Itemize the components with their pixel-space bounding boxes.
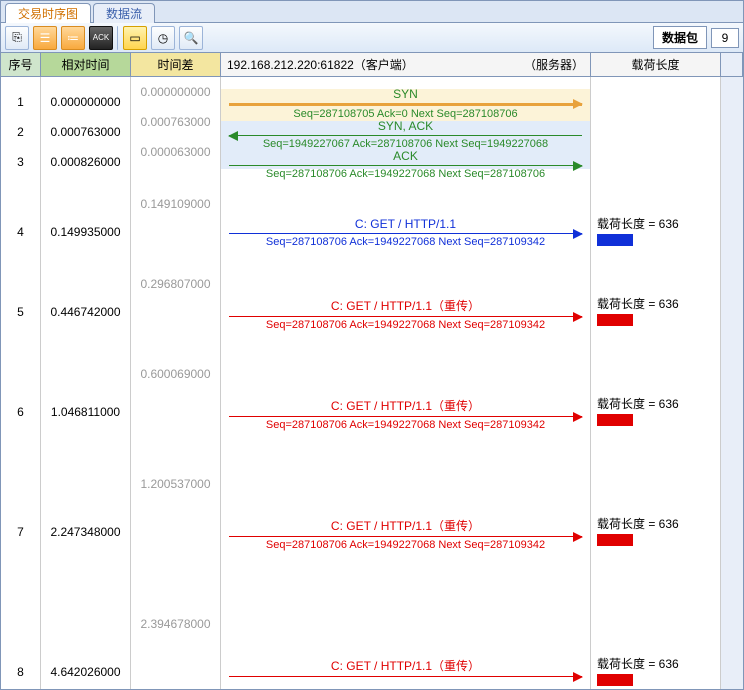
header-client-ip: 192.168.212.220:61822 — [227, 58, 354, 72]
toolbar-btn-5[interactable]: ▭ — [123, 26, 147, 50]
header-scroll — [721, 53, 743, 76]
reltime-cell: 0.000000000 — [41, 95, 130, 109]
diff-cell: 0.000063000 — [131, 145, 220, 159]
flow-arrow[interactable]: ACK Seq=287108706 Ack=1949227068 Next Seq… — [229, 149, 582, 180]
diff-cell: 1.200537000 — [131, 477, 220, 491]
arrow-line — [229, 233, 582, 234]
toolbar-btn-clock[interactable]: ◷ — [151, 26, 175, 50]
diff-cell: 0.000763000 — [131, 115, 220, 129]
reltime-cell: 0.446742000 — [41, 305, 130, 319]
arrow-label: SYN, ACK — [229, 119, 582, 133]
seq-cell: 4 — [1, 225, 40, 239]
reltime-cell: 0.000826000 — [41, 155, 130, 169]
toolbar-btn-0[interactable]: ⎘ — [5, 26, 29, 50]
arrow-sub: Seq=287108706 Ack=1949227068 Next Seq=28… — [229, 539, 582, 551]
payload-cell: 载荷长度 = 636 — [591, 215, 720, 246]
toolbar: ⎘ ☰ ≔ ACK ▭ ◷ 🔍 数据包 9 — [1, 23, 743, 53]
reltime-cell: 2.247348000 — [41, 525, 130, 539]
flow-arrow[interactable]: C: GET / HTTP/1.1（重传） Seq=287108706 Ack=1… — [229, 397, 582, 431]
seq-cell: 8 — [1, 665, 40, 679]
seq-cell: 3 — [1, 155, 40, 169]
packet-number[interactable]: 9 — [711, 28, 739, 48]
column-headers: 序号 相对时间 时间差 192.168.212.220:61822 （客户端） … — [1, 53, 743, 77]
reltime-cell: 0.000763000 — [41, 125, 130, 139]
header-payload: 载荷长度 — [591, 53, 721, 76]
reltime-cell: 1.046811000 — [41, 405, 130, 419]
header-flow: 192.168.212.220:61822 （客户端） （服务器） — [221, 53, 591, 76]
tab-bar: 交易时序图 数据流 — [1, 1, 743, 23]
toolbar-btn-1[interactable]: ☰ — [33, 26, 57, 50]
arrow-sub: Seq=287108706 Ack=1949227068 Next Seq=28… — [229, 319, 582, 331]
flow-arrow[interactable]: C: GET / HTTP/1.1 Seq=287108706 Ack=19492… — [229, 217, 582, 248]
diff-cell: 2.394678000 — [131, 617, 220, 631]
header-seq: 序号 — [1, 53, 41, 76]
arrow-line — [229, 536, 582, 537]
body-area: 12345678 0.0000000000.0007630000.0008260… — [1, 77, 743, 689]
col-diff: 0.000000000 0.000763000 0.000063000 0.14910… — [131, 77, 221, 689]
toolbar-sep — [117, 26, 119, 50]
reltime-cell: 0.149935000 — [41, 225, 130, 239]
diff-cell: 0.149109000 — [131, 197, 220, 211]
toolbar-btn-ack[interactable]: ACK — [89, 26, 113, 50]
seq-cell: 6 — [1, 405, 40, 419]
arrow-line — [229, 103, 582, 106]
arrow-label: C: GET / HTTP/1.1（重传） — [229, 397, 582, 414]
arrow-label: C: GET / HTTP/1.1 — [229, 217, 582, 231]
col-pay: 载荷长度 = 636 载荷长度 = 636 载荷长度 = 636 载荷长度 = 636… — [591, 77, 721, 689]
flow-arrow[interactable]: C: GET / HTTP/1.1（重传） Seq=287108706 Ack=1… — [229, 297, 582, 331]
flow-arrow[interactable]: C: GET / HTTP/1.1（重传） — [229, 657, 582, 679]
arrow-label: C: GET / HTTP/1.1（重传） — [229, 657, 582, 674]
diff-cell: 0.000000000 — [131, 85, 220, 99]
arrow-line — [229, 135, 582, 136]
tab-sequence[interactable]: 交易时序图 — [5, 3, 91, 23]
tab-dataflow[interactable]: 数据流 — [93, 3, 155, 23]
seq-cell: 7 — [1, 525, 40, 539]
header-client-tag: （客户端） — [354, 56, 414, 73]
col-scroll[interactable] — [721, 77, 743, 689]
payload-cell: 载荷长度 = 636 — [591, 295, 720, 326]
arrow-line — [229, 676, 582, 677]
flow-arrow[interactable]: SYNSeq=287108705 Ack=0 Next Seq=28710870… — [229, 87, 582, 120]
arrow-line — [229, 165, 582, 166]
seq-cell: 2 — [1, 125, 40, 139]
diff-cell: 0.296807000 — [131, 277, 220, 291]
header-diff: 时间差 — [131, 53, 221, 76]
arrow-sub: Seq=287108706 Ack=1949227068 Next Seq=28… — [229, 168, 582, 180]
header-reltime: 相对时间 — [41, 53, 131, 76]
arrow-label: ACK — [229, 149, 582, 163]
arrow-sub: Seq=287108706 Ack=1949227068 Next Seq=28… — [229, 236, 582, 248]
packet-label: 数据包 — [653, 26, 707, 49]
payload-cell: 载荷长度 = 636 — [591, 395, 720, 426]
flow-arrow[interactable]: C: GET / HTTP/1.1（重传） Seq=287108706 Ack=1… — [229, 517, 582, 551]
arrow-label: C: GET / HTTP/1.1（重传） — [229, 517, 582, 534]
arrow-sub: Seq=287108706 Ack=1949227068 Next Seq=28… — [229, 419, 582, 431]
seq-cell: 5 — [1, 305, 40, 319]
col-rel: 0.000000000 0.000763000 0.000826000 0.14993… — [41, 77, 131, 689]
reltime-cell: 4.642026000 — [41, 665, 130, 679]
arrow-line — [229, 316, 582, 317]
arrow-label: SYN — [229, 87, 582, 101]
arrow-line — [229, 416, 582, 417]
payload-cell: 载荷长度 = 636 — [591, 655, 720, 686]
seq-cell: 1 — [1, 95, 40, 109]
payload-cell: 载荷长度 = 636 — [591, 515, 720, 546]
arrow-label: C: GET / HTTP/1.1（重传） — [229, 297, 582, 314]
col-flow: SYNSeq=287108705 Ack=0 Next Seq=28710870… — [221, 77, 591, 689]
header-server-tag: （服务器） — [524, 56, 584, 73]
flow-arrow[interactable]: SYN, ACKSeq=1949227067 Ack=287108706 Nex… — [229, 119, 582, 150]
toolbar-btn-2[interactable]: ≔ — [61, 26, 85, 50]
col-seq: 1 2 3 4 5 6 7 8 — [1, 77, 41, 689]
diff-cell: 0.600069000 — [131, 367, 220, 381]
toolbar-btn-search[interactable]: 🔍 — [179, 26, 203, 50]
